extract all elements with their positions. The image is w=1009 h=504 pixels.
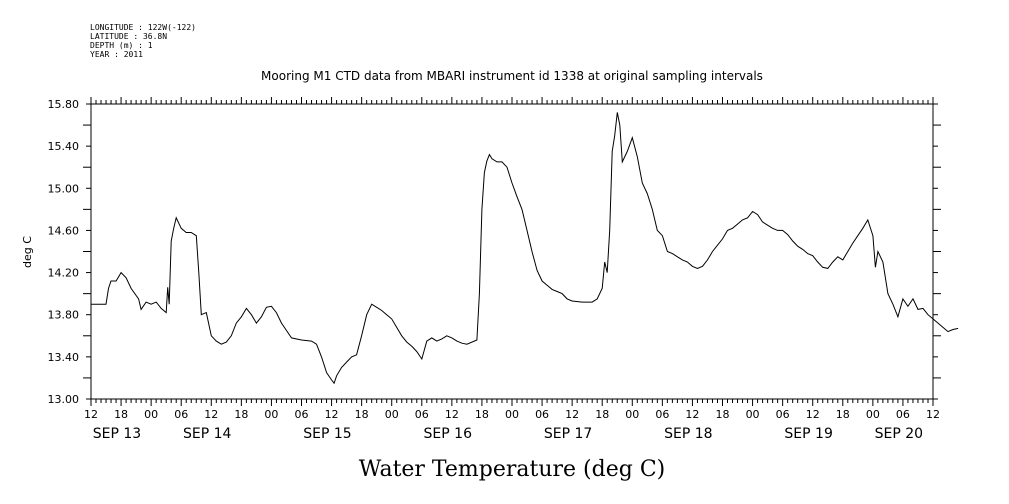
y-tick-label: 13.80 bbox=[48, 309, 80, 322]
x-tick-label: 18 bbox=[234, 408, 248, 421]
x-tick-label: 00 bbox=[385, 408, 399, 421]
x-date-label: SEP 14 bbox=[183, 426, 232, 442]
y-tick-label: 15.40 bbox=[48, 140, 80, 153]
x-tick-label: 12 bbox=[325, 408, 339, 421]
temperature-series-line bbox=[91, 112, 959, 385]
x-tick-label: 12 bbox=[565, 408, 579, 421]
x-tick-label: 12 bbox=[84, 408, 98, 421]
metadata-line: LATITUDE : 36.8N bbox=[90, 32, 167, 41]
x-tick-label: 18 bbox=[114, 408, 128, 421]
x-tick-label: 12 bbox=[685, 408, 699, 421]
x-tick-label: 00 bbox=[866, 408, 880, 421]
x-tick-label: 00 bbox=[746, 408, 760, 421]
x-date-label: SEP 18 bbox=[664, 426, 712, 442]
x-tick-label: 18 bbox=[716, 408, 730, 421]
metadata-block: LONGITUDE : 122W(-122)LATITUDE : 36.8NDE… bbox=[90, 23, 196, 59]
y-tick-label: 15.80 bbox=[48, 98, 80, 111]
x-date-label: SEP 17 bbox=[544, 426, 592, 442]
x-tick-label: 06 bbox=[415, 408, 429, 421]
y-tick-label: 13.00 bbox=[48, 393, 80, 406]
chart-title: Mooring M1 CTD data from MBARI instrumen… bbox=[261, 69, 763, 83]
x-tick-label: 00 bbox=[505, 408, 519, 421]
metadata-line: LONGITUDE : 122W(-122) bbox=[90, 23, 196, 32]
x-tick-label: 18 bbox=[475, 408, 489, 421]
x-tick-label: 06 bbox=[776, 408, 790, 421]
axis-ticks bbox=[83, 97, 941, 406]
x-date-labels: SEP 13 SEP 14 SEP 15 SEP 16 SEP 17 SEP 18 SEP … bbox=[93, 426, 923, 442]
x-tick-label: 06 bbox=[896, 408, 910, 421]
x-tick-label: 18 bbox=[355, 408, 369, 421]
x-tick-label: 18 bbox=[836, 408, 850, 421]
y-axis-label: deg C bbox=[21, 236, 34, 268]
x-tick-label: 00 bbox=[264, 408, 278, 421]
x-tick-label: 12 bbox=[445, 408, 459, 421]
y-tick-label: 14.20 bbox=[48, 267, 80, 280]
x-tick-label: 06 bbox=[655, 408, 669, 421]
x-tick-labels: 12 18 00 06 12 18 00 06 12 18 00 06 12 18 00 06 12 18 00 06… bbox=[84, 408, 940, 421]
x-date-label: SEP 15 bbox=[303, 426, 351, 442]
y-tick-labels: 13.00 13.40 13.80 14.20 14.60 15.00 15.40 15.80 bbox=[48, 98, 80, 406]
x-tick-label: 06 bbox=[295, 408, 309, 421]
y-tick-label: 15.00 bbox=[48, 182, 80, 195]
x-tick-label: 12 bbox=[806, 408, 820, 421]
x-tick-label: 00 bbox=[144, 408, 158, 421]
x-tick-label: 00 bbox=[625, 408, 639, 421]
plot-frame bbox=[90, 103, 934, 400]
x-tick-label: 12 bbox=[926, 408, 940, 421]
y-tick-label: 14.60 bbox=[48, 224, 80, 237]
metadata-line: DEPTH (m) : 1 bbox=[90, 41, 153, 50]
x-date-label: SEP 19 bbox=[784, 426, 832, 442]
x-tick-label: 06 bbox=[535, 408, 549, 421]
y-tick-label: 13.40 bbox=[48, 351, 80, 364]
metadata-line: YEAR : 2011 bbox=[90, 50, 143, 59]
x-tick-label: 12 bbox=[204, 408, 218, 421]
x-date-label: SEP 20 bbox=[875, 426, 923, 442]
x-tick-label: 06 bbox=[174, 408, 188, 421]
x-date-label: SEP 16 bbox=[424, 426, 473, 442]
x-date-label: SEP 13 bbox=[93, 426, 141, 442]
x-tick-label: 18 bbox=[595, 408, 609, 421]
x-axis-label: Water Temperature (deg C) bbox=[359, 457, 666, 482]
